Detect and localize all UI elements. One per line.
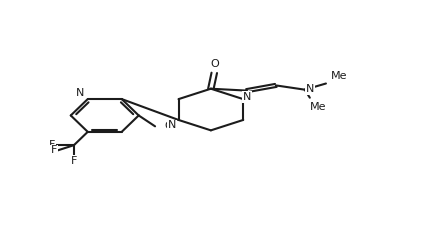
Text: Me: Me (331, 71, 348, 81)
Text: N: N (243, 92, 252, 102)
Text: F: F (49, 140, 55, 150)
Text: F: F (51, 145, 58, 155)
Text: N: N (306, 84, 314, 94)
Text: Me: Me (310, 102, 326, 112)
Text: O: O (210, 59, 219, 69)
Text: Cl: Cl (164, 121, 175, 131)
Text: F: F (71, 156, 77, 166)
Text: N: N (76, 88, 84, 98)
Text: N: N (168, 120, 176, 130)
